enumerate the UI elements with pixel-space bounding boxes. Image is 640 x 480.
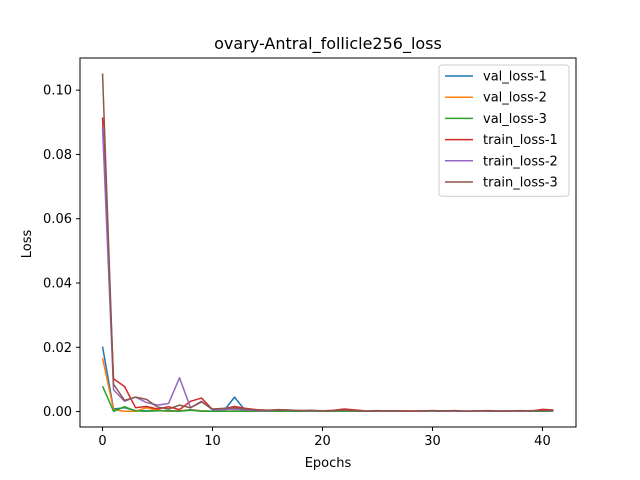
y-tick-label: 0.06 (43, 212, 72, 227)
legend: val_loss-1 val_loss-2 val_loss-3 train_loss… (438, 64, 570, 197)
x-tick-label: 40 (534, 434, 551, 449)
x-tick-label: 0 (98, 434, 106, 449)
y-tick-label: 0.10 (43, 84, 72, 99)
series-lines (101, 73, 554, 412)
legend-label: train_loss-3 (483, 176, 558, 191)
y-tick-label: 0.00 (43, 405, 72, 420)
y-tick-label: 0.08 (43, 148, 72, 163)
x-tick-label: 20 (314, 434, 331, 449)
legend-label: val_loss-1 (483, 70, 547, 85)
series-line-train_loss-3 (101, 73, 554, 412)
x-tick-label: 30 (424, 434, 441, 449)
y-tick-label: 0.04 (43, 277, 72, 292)
y-axis: 0.00 0.02 0.04 0.06 0.08 0.10 (43, 84, 80, 420)
legend-label: train_loss-1 (483, 133, 558, 148)
y-tick-label: 0.02 (43, 341, 72, 356)
x-tick-label: 10 (204, 434, 221, 449)
legend-label: val_loss-3 (483, 112, 547, 127)
legend-label: train_loss-2 (483, 154, 558, 169)
y-axis-label: Loss (20, 230, 35, 259)
plot-frame (79, 57, 577, 428)
x-axis: 0 10 20 30 40 (98, 427, 551, 449)
x-axis-label: Epochs (305, 456, 352, 471)
legend-label: val_loss-2 (483, 91, 547, 106)
chart-title: ovary-Antral_follicle256_loss (214, 34, 442, 54)
